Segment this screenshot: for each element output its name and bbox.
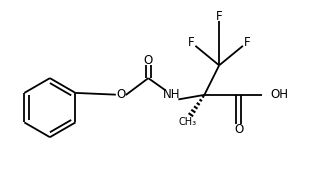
Text: O: O [116, 88, 125, 101]
Text: OH: OH [270, 88, 288, 101]
Text: F: F [188, 36, 195, 49]
Text: F: F [243, 36, 250, 49]
Text: F: F [216, 10, 222, 23]
Text: NH: NH [163, 88, 181, 101]
Text: CH₃: CH₃ [179, 117, 197, 127]
Text: O: O [234, 123, 243, 136]
Text: O: O [144, 54, 153, 67]
